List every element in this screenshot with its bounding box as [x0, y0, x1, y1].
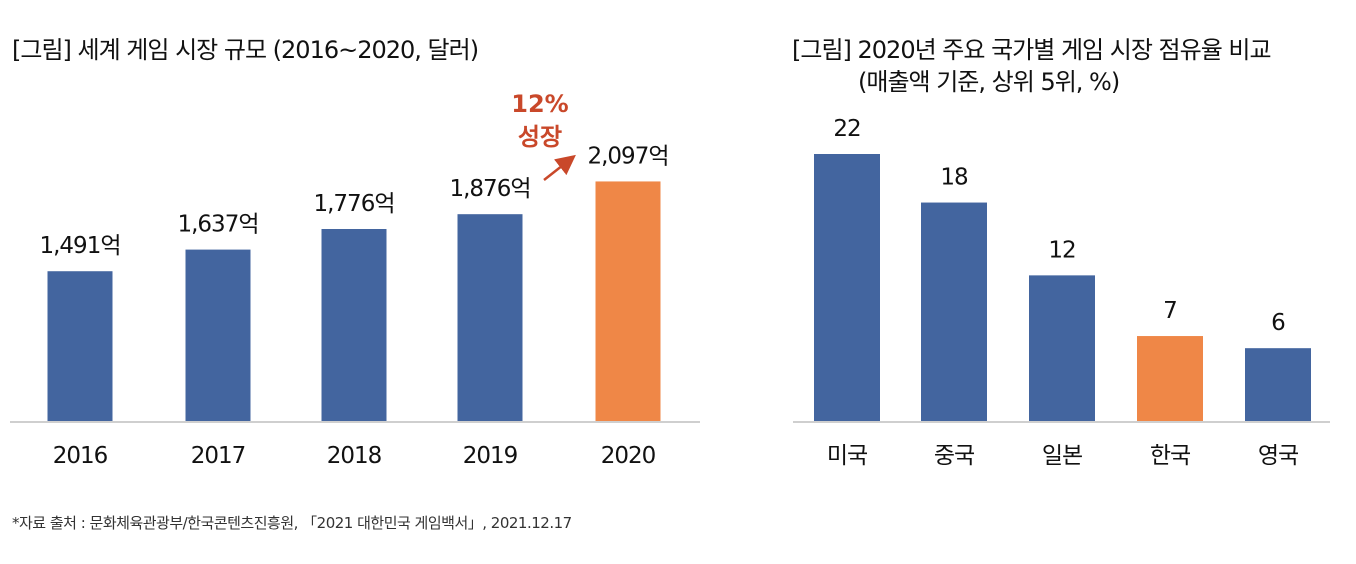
- data-label: 12: [1048, 237, 1075, 263]
- bar-2020: [595, 181, 661, 421]
- data-label: 1,491억: [39, 233, 120, 259]
- right-chart: 22 미국 18 중국 12 일본 7 한국 6 영국: [793, 116, 1330, 469]
- bar-2016: [47, 271, 113, 421]
- chart-title-right: [그림] 2020년 주요 국가별 게임 시장 점유율 비교: [792, 36, 1272, 64]
- x-tick-label: 중국: [934, 443, 974, 469]
- data-label: 1,637억: [177, 212, 258, 238]
- data-label: 2,097억: [587, 143, 668, 169]
- bar-일본: [1029, 275, 1095, 421]
- bar-미국: [814, 154, 880, 421]
- data-label: 1,876억: [449, 176, 530, 202]
- growth-arrow-icon: [543, 154, 576, 181]
- x-tick-label: 영국: [1258, 443, 1298, 469]
- x-tick-label: 미국: [827, 443, 867, 469]
- chart-title-left: [그림] 세계 게임 시장 규모 (2016~2020, 달러): [12, 36, 479, 64]
- bar-한국: [1137, 336, 1203, 421]
- bar-2017: [185, 249, 251, 421]
- bar-중국: [921, 202, 987, 421]
- source-footnote: *자료 출처 : 문화체육관광부/한국콘텐츠진흥원, 「2021 대한민국 게임…: [12, 514, 572, 532]
- x-tick-label: 2019: [463, 443, 518, 469]
- growth-annotation-label: 성장: [518, 123, 562, 151]
- bar-2019: [457, 214, 523, 421]
- x-tick-label: 한국: [1150, 443, 1190, 469]
- data-label: 22: [833, 116, 860, 142]
- data-label: 18: [940, 165, 968, 191]
- bar-영국: [1245, 348, 1311, 421]
- data-label: 7: [1163, 298, 1177, 324]
- x-tick-label: 2017: [191, 443, 246, 469]
- chart-subtitle-right: (매출액 기준, 상위 5위, %): [858, 68, 1120, 96]
- data-label: 6: [1271, 310, 1285, 336]
- x-tick-label: 2020: [601, 443, 656, 469]
- data-label: 1,776억: [313, 191, 394, 217]
- x-tick-label: 2016: [53, 443, 108, 469]
- x-tick-label: 2018: [327, 443, 382, 469]
- left-chart: 1,491억 2016 1,637억 2017 1,776억 2018 1,876억 2019…: [10, 90, 700, 469]
- growth-annotation-percent: 12%: [511, 90, 568, 118]
- x-tick-label: 일본: [1042, 443, 1082, 469]
- bar-2018: [321, 229, 387, 421]
